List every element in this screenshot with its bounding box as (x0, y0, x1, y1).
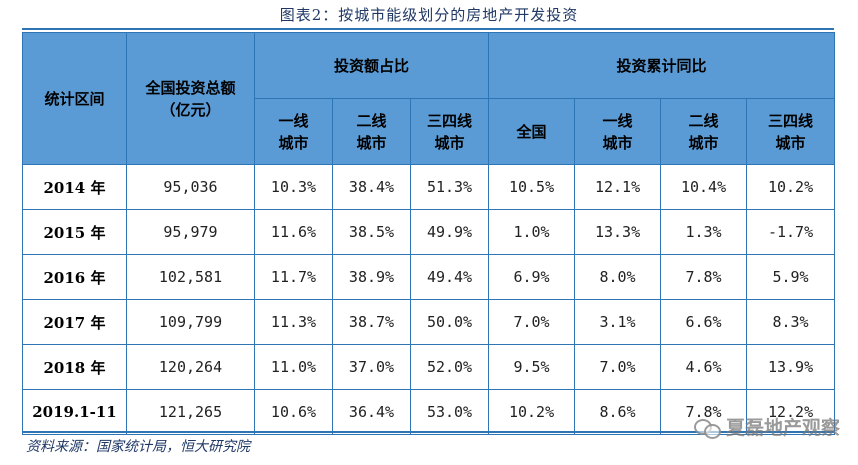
source-note: 资料来源：国家统计局，恒大研究院 (26, 439, 250, 455)
cell-yoy: 4.6% (660, 344, 748, 390)
cell-period: 2018 年 (22, 344, 127, 390)
cell-share: 36.4% (332, 389, 411, 435)
cell-yoy: 6.9% (488, 254, 576, 300)
header-line: 城市 (775, 133, 806, 152)
header-line: 城市 (602, 133, 633, 152)
cell-yoy: 8.3% (746, 299, 836, 345)
cell-period: 2019.1-11 (22, 389, 127, 435)
table-row: 2018 年 120,264 11.0% 37.0% 52.0% 9.5% 7.… (22, 344, 836, 390)
cell-share: 53.0% (409, 389, 490, 435)
cell-total: 95,036 (126, 164, 255, 210)
header-line: 城市 (434, 133, 465, 152)
header-line: 三四线 (427, 111, 473, 130)
cell-total: 95,979 (126, 209, 255, 255)
cell-yoy: 1.0% (488, 209, 576, 255)
cell-yoy: 12.2% (746, 389, 836, 435)
cell-total: 120,264 (126, 344, 255, 390)
header-yoy-group: 投资累计同比 (488, 32, 836, 99)
table-row: 2019.1-11 121,265 10.6% 36.4% 53.0% 10.2… (22, 389, 836, 435)
cell-share: 50.0% (409, 299, 490, 345)
header-line: 三四线 (768, 111, 814, 130)
table-row: 2014 年 95,036 10.3% 38.4% 51.3% 10.5% 12… (22, 164, 836, 210)
bottom-rule (22, 431, 834, 433)
cell-total: 121,265 (126, 389, 255, 435)
header-share-group: 投资额占比 (253, 32, 490, 99)
cell-share: 37.0% (332, 344, 411, 390)
top-rule (22, 28, 834, 30)
cell-share: 49.4% (409, 254, 490, 300)
cell-yoy: 8.6% (574, 389, 662, 435)
cell-period: 2016 年 (22, 254, 127, 300)
cell-period: 2015 年 (22, 209, 127, 255)
cell-yoy: 8.0% (574, 254, 662, 300)
cell-share: 10.3% (254, 164, 333, 210)
cell-yoy: 5.9% (746, 254, 836, 300)
cell-share: 38.5% (332, 209, 411, 255)
cell-yoy: 7.0% (574, 344, 662, 390)
header-total: 全国投资总额 （亿元） (126, 32, 255, 165)
header-line: 二线 (356, 111, 387, 130)
wechat-icon (693, 417, 721, 439)
cell-yoy: 6.6% (660, 299, 748, 345)
header-line: 城市 (278, 133, 309, 152)
header-line: 二线 (688, 111, 719, 130)
cell-yoy: 10.2% (746, 164, 836, 210)
header-yoy-tier1: 一线 城市 (574, 98, 662, 165)
cell-yoy: 10.4% (660, 164, 748, 210)
table-row: 2017 年 109,799 11.3% 38.7% 50.0% 7.0% 3.… (22, 299, 836, 345)
header-total-line2: （亿元） (160, 100, 221, 119)
table-row: 2016 年 102,581 11.7% 38.9% 49.4% 6.9% 8.… (22, 254, 836, 300)
header-period: 统计区间 (22, 32, 127, 165)
header-line: 城市 (688, 133, 719, 152)
watermark-text: 夏磊地产观察 (725, 417, 840, 439)
cell-share: 52.0% (409, 344, 490, 390)
header-line: 全国 (516, 122, 547, 141)
figure-caption: 图表2：按城市能级划分的房地产开发投资 (279, 6, 579, 24)
cell-share: 49.9% (409, 209, 490, 255)
cell-yoy: 12.1% (574, 164, 662, 210)
cell-share: 11.0% (254, 344, 333, 390)
header-line: 一线 (278, 111, 309, 130)
cell-share: 51.3% (409, 164, 490, 210)
cell-yoy: 9.5% (488, 344, 576, 390)
cell-yoy: 13.9% (746, 344, 836, 390)
cell-yoy: 10.5% (488, 164, 576, 210)
cell-share: 11.6% (254, 209, 333, 255)
cell-period: 2014 年 (22, 164, 127, 210)
cell-share: 11.3% (254, 299, 333, 345)
cell-yoy: 1.3% (660, 209, 748, 255)
header-line: 城市 (356, 133, 387, 152)
header-yoy-tier34: 三四线 城市 (746, 98, 836, 165)
cell-yoy: 3.1% (574, 299, 662, 345)
cell-yoy: 7.8% (660, 254, 748, 300)
cell-yoy: 10.2% (488, 389, 576, 435)
cell-yoy: 7.0% (488, 299, 576, 345)
table-row: 2015 年 95,979 11.6% 38.5% 49.9% 1.0% 13.… (22, 209, 836, 255)
cell-share: 38.4% (332, 164, 411, 210)
cell-period: 2017 年 (22, 299, 127, 345)
header-share-tier1: 一线 城市 (254, 98, 333, 165)
header-total-line1: 全国投资总额 (145, 78, 236, 97)
watermark: 夏磊地产观察 (693, 413, 840, 440)
header-line: 一线 (602, 111, 633, 130)
cell-share: 10.6% (254, 389, 333, 435)
cell-total: 109,799 (126, 299, 255, 345)
header-share-tier34: 三四线 城市 (409, 98, 490, 165)
cell-share: 11.7% (254, 254, 333, 300)
header-yoy-national: 全国 (488, 98, 576, 165)
header-yoy-tier2: 二线 城市 (660, 98, 748, 165)
cell-yoy: 13.3% (574, 209, 662, 255)
cell-yoy: -1.7% (746, 209, 836, 255)
investment-table: 统计区间 全国投资总额 （亿元） 投资额占比 投资累计同比 一线 城市 二线 城市 … (22, 32, 836, 435)
header-share-tier2: 二线 城市 (332, 98, 411, 165)
cell-share: 38.9% (332, 254, 411, 300)
cell-share: 38.7% (332, 299, 411, 345)
cell-total: 102,581 (126, 254, 255, 300)
